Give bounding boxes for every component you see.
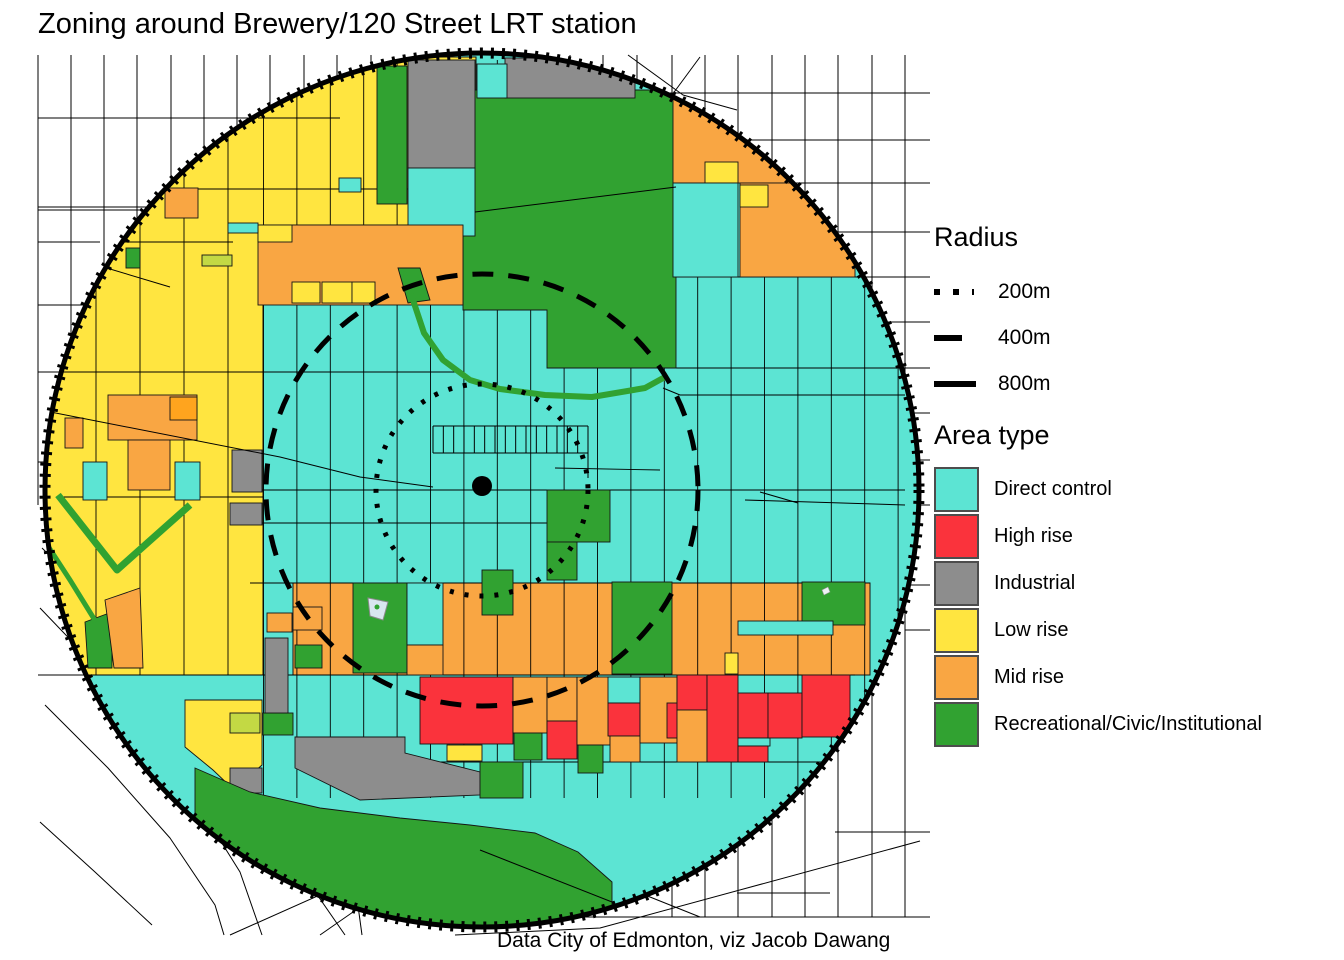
color-swatch-red	[934, 514, 979, 559]
color-swatch-org	[934, 655, 979, 700]
dotted-line-sample	[934, 289, 986, 295]
area-legend-label: Recreational/Civic/Institutional	[994, 713, 1262, 735]
solid-line-sample	[934, 381, 986, 387]
area-legend-title: Area type	[934, 420, 1050, 450]
area-type-legend: Area type Direct control High rise Industr…	[934, 420, 1262, 749]
radius-legend-label: 400m	[998, 326, 1051, 349]
radius-400m-circle	[263, 271, 701, 709]
color-swatch-grn	[934, 702, 979, 747]
radius-legend-title: Radius	[934, 222, 1019, 252]
area-legend-label: High rise	[994, 525, 1073, 547]
color-swatch-gray	[934, 561, 979, 606]
area-legend-label: Direct control	[994, 478, 1112, 500]
area-legend-item: Recreational/Civic/Institutional	[934, 702, 1262, 747]
area-legend-item: Direct control	[934, 467, 1262, 512]
radius-legend-label: 800m	[998, 372, 1051, 395]
area-legend-item: Mid rise	[934, 655, 1262, 700]
area-legend-item: Industrial	[934, 561, 1262, 606]
radius-200m-circle	[373, 381, 591, 599]
radius-legend-item-800m: 800m	[934, 361, 1051, 407]
lrt-station-marker	[472, 476, 492, 496]
zoning-parcels	[46, 56, 906, 926]
color-swatch-yel	[934, 608, 979, 653]
small-white-feature	[821, 586, 831, 596]
page-title: Zoning around Brewery/120 Street LRT sta…	[38, 8, 637, 40]
radius-legend-item-400m: 400m	[934, 315, 1051, 361]
area-legend-item: High rise	[934, 514, 1262, 559]
area-legend-label: Low rise	[994, 619, 1069, 641]
data-credit-caption: Data City of Edmonton, viz Jacob Dawang	[497, 929, 891, 952]
area-legend-label: Industrial	[994, 572, 1076, 594]
radius-legend: Radius 200m 400m 800m	[934, 222, 1051, 407]
color-swatch-cyan	[934, 467, 979, 512]
radius-legend-rows: 200m 400m 800m	[934, 269, 1051, 407]
radius-800m-circle	[42, 50, 922, 930]
dashed-line-sample	[934, 335, 986, 341]
radius-legend-item-200m: 200m	[934, 269, 1051, 315]
radius-legend-label: 200m	[998, 280, 1051, 303]
area-legend-rows: Direct control High rise Industrial Low ris…	[934, 467, 1262, 747]
area-legend-label: Mid rise	[994, 666, 1065, 688]
area-legend-item: Low rise	[934, 608, 1262, 653]
